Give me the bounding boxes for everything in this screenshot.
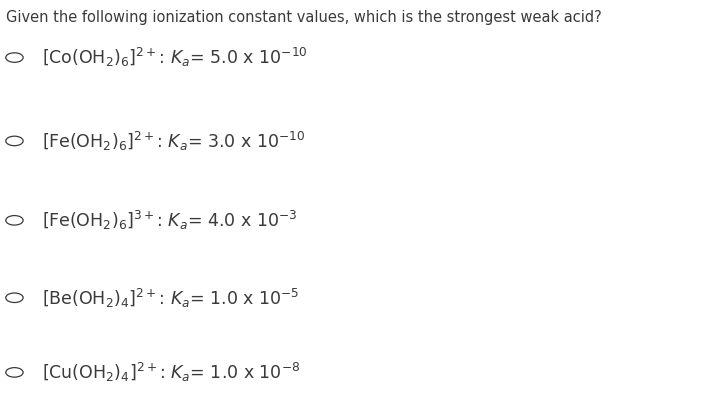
Text: $\mathsf{[Co(OH_2)_6]^{2+}}$: $K_a$= 5.0 x 10$^{-10}$: $\mathsf{[Co(OH_2)_6]^{2+}}$: $K_a$= 5.0… [42, 46, 307, 69]
Text: $\mathsf{[Cu(OH_2)_4]^{2+}}$: $K_a$= 1.0 x 10$^{-8}$: $\mathsf{[Cu(OH_2)_4]^{2+}}$: $K_a$= 1.0… [42, 361, 300, 384]
Text: $\mathsf{[Fe(OH_2)_6]^{3+}}$: $K_a$= 4.0 x 10$^{-3}$: $\mathsf{[Fe(OH_2)_6]^{3+}}$: $K_a$= 4.0… [42, 209, 297, 232]
Text: $\mathsf{[Be(OH_2)_4]^{2+}}$: $K_a$= 1.0 x 10$^{-5}$: $\mathsf{[Be(OH_2)_4]^{2+}}$: $K_a$= 1.0… [42, 287, 299, 310]
Text: Given the following ionization constant values, which is the strongest weak acid: Given the following ionization constant … [6, 10, 602, 25]
Text: $\mathsf{[Fe(OH_2)_6]^{2+}}$: $K_a$= 3.0 x 10$^{-10}$: $\mathsf{[Fe(OH_2)_6]^{2+}}$: $K_a$= 3.0… [42, 130, 305, 153]
